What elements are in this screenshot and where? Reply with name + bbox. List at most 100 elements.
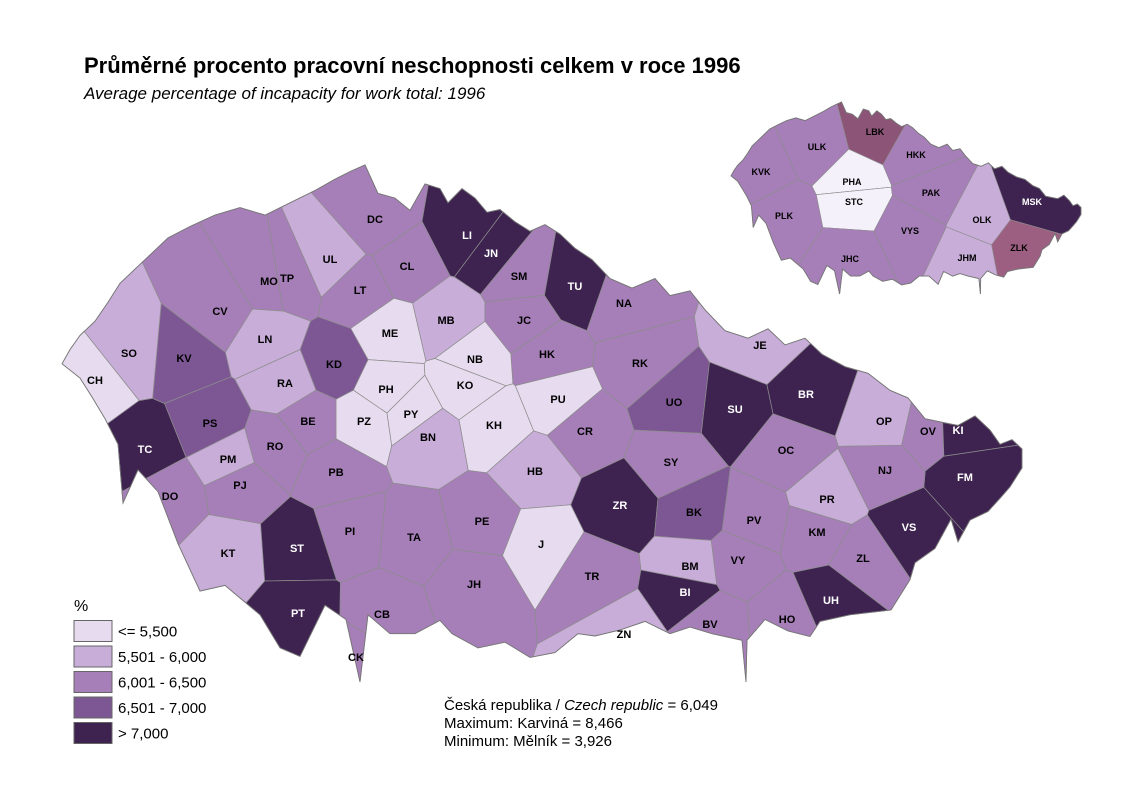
svg-text:LBK: LBK	[866, 127, 885, 137]
svg-text:5,501 - 6,000: 5,501 - 6,000	[118, 649, 206, 666]
svg-text:JH: JH	[467, 579, 481, 591]
svg-text:UO: UO	[666, 397, 683, 409]
svg-text:CB: CB	[374, 609, 390, 621]
svg-text:BV: BV	[702, 619, 718, 631]
svg-text:LT: LT	[354, 285, 367, 297]
svg-text:MO: MO	[260, 276, 278, 288]
svg-text:SO: SO	[121, 348, 137, 360]
svg-text:RK: RK	[632, 358, 648, 370]
svg-text:RO: RO	[267, 441, 284, 453]
svg-text:Average percentage of incapaci: Average percentage of incapacity for wor…	[83, 84, 486, 103]
svg-text:BK: BK	[686, 507, 702, 519]
svg-text:STC: STC	[845, 197, 864, 207]
svg-text:UL: UL	[323, 254, 338, 266]
svg-text:PT: PT	[291, 608, 305, 620]
svg-text:JN: JN	[484, 248, 498, 260]
svg-text:TR: TR	[585, 571, 600, 583]
svg-text:<= 5,500: <= 5,500	[118, 624, 177, 641]
svg-text:PB: PB	[328, 467, 343, 479]
svg-text:KM: KM	[808, 527, 825, 539]
svg-text:PHA: PHA	[842, 177, 862, 187]
svg-text:OP: OP	[876, 416, 892, 428]
svg-text:JC: JC	[517, 315, 531, 327]
svg-text:Průměrné procento pracovní nes: Průměrné procento pracovní neschopnosti …	[84, 53, 741, 78]
svg-text:HK: HK	[539, 349, 555, 361]
svg-text:PI: PI	[345, 526, 355, 538]
svg-text:HB: HB	[527, 466, 543, 478]
svg-text:PE: PE	[475, 516, 490, 528]
svg-text:6,001 - 6,500: 6,001 - 6,500	[118, 675, 206, 692]
svg-text:OLK: OLK	[973, 215, 992, 225]
svg-text:TU: TU	[568, 281, 583, 293]
svg-text:CH: CH	[87, 375, 103, 387]
svg-text:HKK: HKK	[906, 150, 926, 160]
svg-text:Minimum: Mělník = 3,926: Minimum: Mělník = 3,926	[444, 733, 612, 750]
svg-text:SU: SU	[727, 404, 742, 416]
svg-text:VY: VY	[731, 555, 746, 567]
svg-text:NJ: NJ	[878, 465, 892, 477]
svg-text:NB: NB	[467, 354, 483, 366]
svg-text:JHC: JHC	[841, 254, 860, 264]
svg-text:ZR: ZR	[613, 500, 628, 512]
svg-text:PJ: PJ	[233, 480, 246, 492]
svg-text:CK: CK	[348, 652, 364, 664]
svg-text:KD: KD	[326, 359, 342, 371]
svg-text:UH: UH	[823, 595, 839, 607]
svg-text:ZLK: ZLK	[1010, 243, 1028, 253]
svg-text:KI: KI	[953, 425, 964, 437]
svg-text:KV: KV	[176, 353, 192, 365]
svg-text:PV: PV	[747, 515, 762, 527]
svg-text:MB: MB	[437, 315, 454, 327]
svg-text:Česká republika / Czech republ: Česká republika / Czech republic = 6,049	[444, 697, 718, 714]
svg-text:BR: BR	[798, 389, 814, 401]
svg-text:PH: PH	[378, 384, 393, 396]
svg-text:DC: DC	[367, 214, 383, 226]
svg-text:TC: TC	[138, 444, 153, 456]
svg-text:KH: KH	[486, 420, 502, 432]
svg-text:LI: LI	[462, 230, 472, 242]
svg-text:DO: DO	[162, 491, 179, 503]
svg-text:RA: RA	[277, 378, 293, 390]
svg-text:OV: OV	[920, 426, 937, 438]
svg-text:6,501 - 7,000: 6,501 - 7,000	[118, 700, 206, 717]
svg-text:FM: FM	[957, 472, 973, 484]
svg-text:PLK: PLK	[775, 211, 794, 221]
svg-text:MSK: MSK	[1022, 197, 1043, 207]
svg-text:BM: BM	[681, 561, 698, 573]
svg-text:J: J	[538, 539, 544, 551]
svg-text:SM: SM	[511, 271, 528, 283]
svg-text:KVK: KVK	[751, 167, 771, 177]
svg-text:KO: KO	[457, 380, 474, 392]
svg-text:ME: ME	[382, 328, 399, 340]
svg-text:CV: CV	[212, 306, 228, 318]
svg-text:OC: OC	[778, 445, 795, 457]
svg-text:LN: LN	[258, 334, 273, 346]
svg-text:TA: TA	[407, 532, 421, 544]
svg-text:BI: BI	[680, 587, 691, 599]
svg-text:CR: CR	[577, 426, 593, 438]
svg-text:PZ: PZ	[357, 416, 371, 428]
svg-text:%: %	[74, 598, 88, 615]
svg-text:ZL: ZL	[856, 553, 870, 565]
svg-text:SY: SY	[664, 457, 679, 469]
svg-text:PS: PS	[203, 418, 218, 430]
svg-text:HO: HO	[779, 614, 796, 626]
svg-text:PU: PU	[550, 394, 565, 406]
svg-text:VYS: VYS	[901, 226, 919, 236]
svg-text:ULK: ULK	[808, 142, 827, 152]
svg-text:KT: KT	[221, 548, 236, 560]
svg-text:TP: TP	[280, 273, 294, 285]
svg-text:JHM: JHM	[957, 253, 976, 263]
svg-text:NA: NA	[616, 298, 632, 310]
svg-text:PAK: PAK	[922, 188, 941, 198]
svg-text:BE: BE	[300, 416, 315, 428]
svg-text:ZN: ZN	[617, 629, 632, 641]
svg-text:PM: PM	[220, 454, 237, 466]
svg-text:Maximum: Karviná = 8,466: Maximum: Karviná = 8,466	[444, 715, 623, 732]
svg-text:ST: ST	[290, 543, 304, 555]
svg-text:VS: VS	[902, 522, 917, 534]
svg-text:> 7,000: > 7,000	[118, 726, 168, 743]
svg-text:JE: JE	[753, 340, 766, 352]
svg-text:CL: CL	[400, 261, 415, 273]
svg-text:PR: PR	[819, 494, 834, 506]
